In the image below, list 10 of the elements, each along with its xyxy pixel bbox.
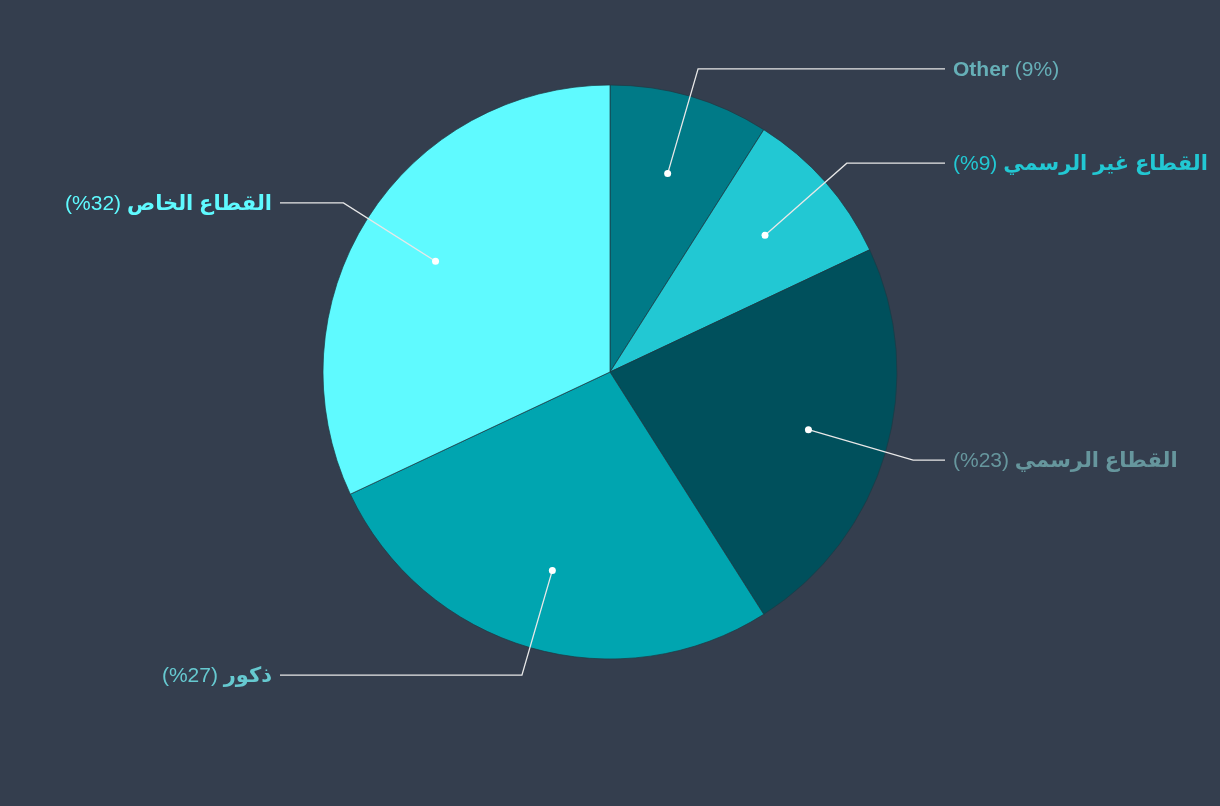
data-label: (9%) [1009, 56, 1060, 80]
slice-label: ذكور [222, 663, 273, 688]
data-label: (27%) [161, 663, 224, 687]
data-label: (9%) [953, 151, 1004, 175]
slice-label: القطاع غير الرسمي [1003, 151, 1208, 176]
slice-label: القطاع الرسمي [1014, 448, 1178, 473]
data-label: (23%) [953, 448, 1015, 472]
slice-label: القطاع الخاص [126, 190, 272, 215]
slice-label: Other [953, 56, 1010, 80]
data-label: (32%) [65, 190, 127, 214]
